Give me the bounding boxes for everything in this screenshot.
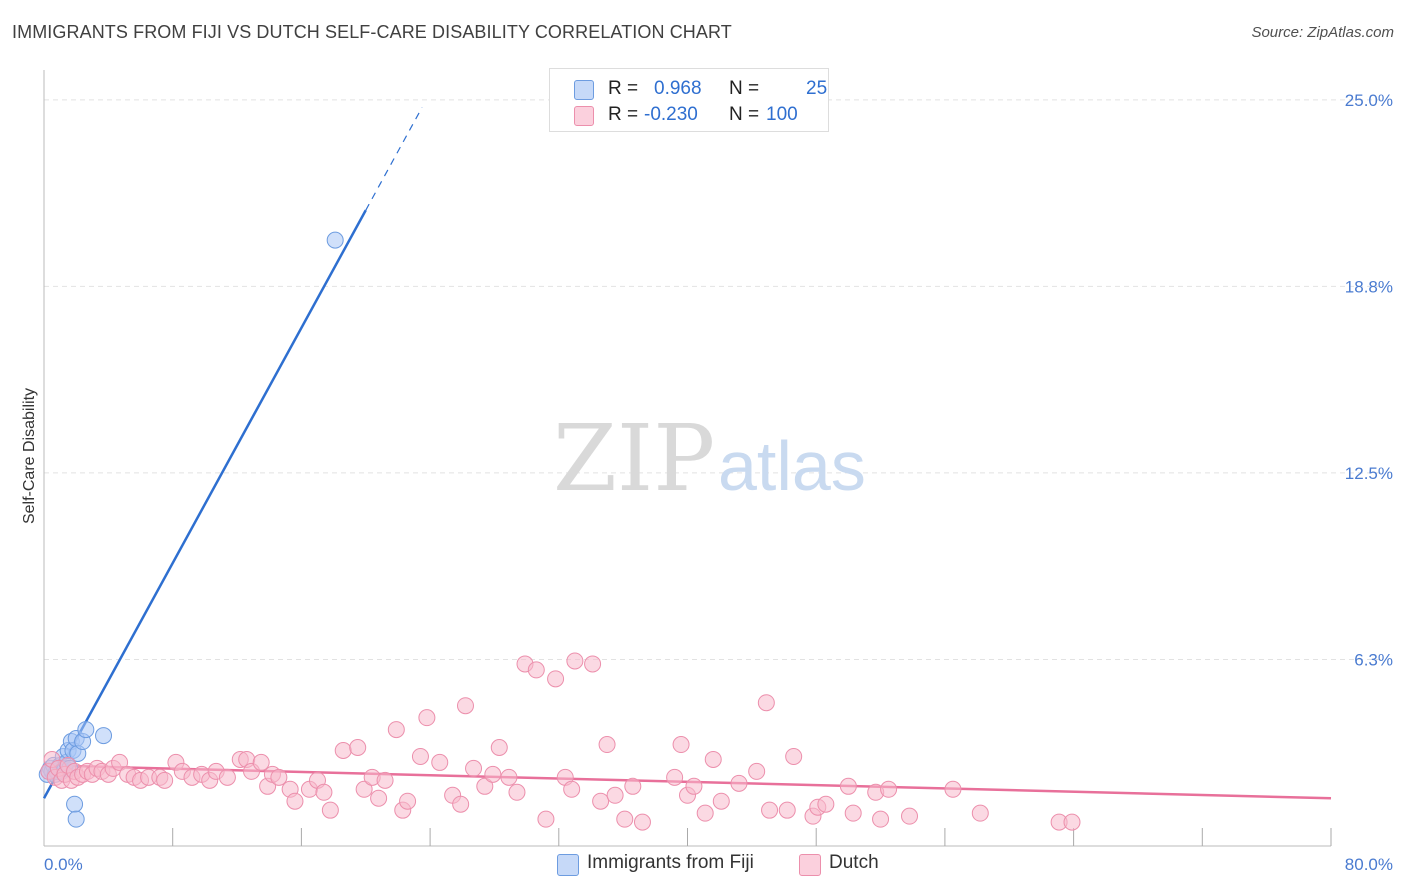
dutch-point xyxy=(218,768,236,786)
dutch-point xyxy=(606,786,624,804)
legend-swatch-fiji xyxy=(574,80,594,100)
legend-r-value: -0.230 xyxy=(644,104,698,125)
bottom-legend-label-dutch: Dutch xyxy=(829,852,879,873)
dutch-point xyxy=(286,792,304,810)
dutch-point xyxy=(685,777,703,795)
dutch-point xyxy=(270,768,288,786)
fiji-point xyxy=(66,795,84,813)
dutch-point xyxy=(376,771,394,789)
dutch-point xyxy=(355,780,373,798)
dutch-point xyxy=(817,795,835,813)
chart-source: Source: ZipAtlas.com xyxy=(1251,24,1394,41)
fiji-point xyxy=(326,231,344,249)
dutch-point xyxy=(111,753,129,771)
y-tick-label: 18.8% xyxy=(1345,277,1393,296)
watermark-zip: ZIP xyxy=(553,405,715,512)
dutch-point xyxy=(730,774,748,792)
legend-r-label: R = xyxy=(608,78,639,99)
legend-r-value: 0.968 xyxy=(654,78,702,99)
legend-r-label: R = xyxy=(608,104,639,125)
dutch-point xyxy=(527,661,545,679)
chart-title: IMMIGRANTS FROM FIJI VS DUTCH SELF-CARE … xyxy=(12,22,732,42)
dutch-point xyxy=(500,768,518,786)
dutch-point xyxy=(456,697,474,715)
dutch-point xyxy=(1063,813,1081,831)
legend-row-fiji: R = 0.968 N = 25 xyxy=(550,77,828,103)
bottom-legend-swatch-dutch xyxy=(799,854,821,876)
dutch-point xyxy=(418,709,436,727)
dutch-point xyxy=(315,783,333,801)
legend-swatch-dutch xyxy=(574,106,594,126)
dutch-point xyxy=(844,804,862,822)
dutch-point xyxy=(616,810,634,828)
fiji-point xyxy=(95,727,113,745)
dutch-point xyxy=(584,655,602,673)
dutch-point xyxy=(334,741,352,759)
dutch-point xyxy=(399,792,417,810)
dutch-point xyxy=(156,771,174,789)
tick-labels: 6.3% 12.5% 18.8% 25.0% 0.0% 80.0% xyxy=(44,91,1393,874)
dutch-point xyxy=(624,777,642,795)
bottom-legend-swatch-fiji xyxy=(557,854,579,876)
dutch-point xyxy=(370,789,388,807)
fiji-point xyxy=(77,721,95,739)
dutch-point xyxy=(252,753,270,771)
dutch-point xyxy=(411,747,429,765)
y-tick-label: 6.3% xyxy=(1354,650,1393,669)
x-tick-label: 0.0% xyxy=(44,855,83,874)
dutch-point xyxy=(901,807,919,825)
fiji-trend-line xyxy=(42,209,367,799)
dutch-point xyxy=(598,736,616,754)
y-axis-label: Self-Care Disability xyxy=(21,388,38,524)
dutch-point xyxy=(672,736,690,754)
grid-lines xyxy=(44,99,1381,660)
dutch-point xyxy=(490,739,508,757)
dutch-point xyxy=(349,739,367,757)
dutch-point xyxy=(778,801,796,819)
dutch-point xyxy=(748,762,766,780)
dutch-point xyxy=(387,721,405,739)
dutch-point xyxy=(484,765,502,783)
dutch-point xyxy=(431,753,449,771)
dutch-point xyxy=(452,795,470,813)
dutch-point xyxy=(971,804,989,822)
legend-n-label: N = xyxy=(729,104,760,125)
legend-n-value: 100 xyxy=(766,104,798,125)
dutch-point xyxy=(465,759,483,777)
x-tick-label: 80.0% xyxy=(1345,855,1393,874)
data-points xyxy=(38,231,1081,831)
dutch-point xyxy=(592,792,610,810)
legend-n-value: 25 xyxy=(806,78,828,99)
dutch-point xyxy=(321,801,339,819)
dutch-point xyxy=(476,777,494,795)
y-tick-label: 25.0% xyxy=(1345,91,1393,110)
dutch-point xyxy=(712,792,730,810)
legend-n-label: N = xyxy=(729,78,760,99)
y-tick-label: 12.5% xyxy=(1345,464,1393,483)
bottom-legend-label-fiji: Immigrants from Fiji xyxy=(587,852,754,873)
dutch-point xyxy=(537,810,555,828)
dutch-point xyxy=(757,694,775,712)
dutch-point xyxy=(761,801,779,819)
dutch-point xyxy=(839,777,857,795)
dutch-point xyxy=(704,750,722,768)
dutch-point xyxy=(547,670,565,688)
dutch-point xyxy=(944,780,962,798)
watermark-atlas: atlas xyxy=(718,427,866,505)
dutch-point xyxy=(508,783,526,801)
legend-box: R = 0.968 N = 25 R = -0.230 N = 100 xyxy=(549,68,829,132)
dutch-point xyxy=(666,768,684,786)
axes xyxy=(43,70,1332,847)
dutch-point xyxy=(696,804,714,822)
dutch-point xyxy=(785,747,803,765)
dutch-point xyxy=(563,780,581,798)
dutch-point xyxy=(566,652,584,670)
dutch-point xyxy=(872,810,890,828)
fiji-trend-extension xyxy=(365,107,423,211)
dutch-point xyxy=(633,813,651,831)
dutch-point xyxy=(880,780,898,798)
legend-row-dutch: R = -0.230 N = 100 xyxy=(550,103,828,129)
fiji-point xyxy=(67,810,85,828)
